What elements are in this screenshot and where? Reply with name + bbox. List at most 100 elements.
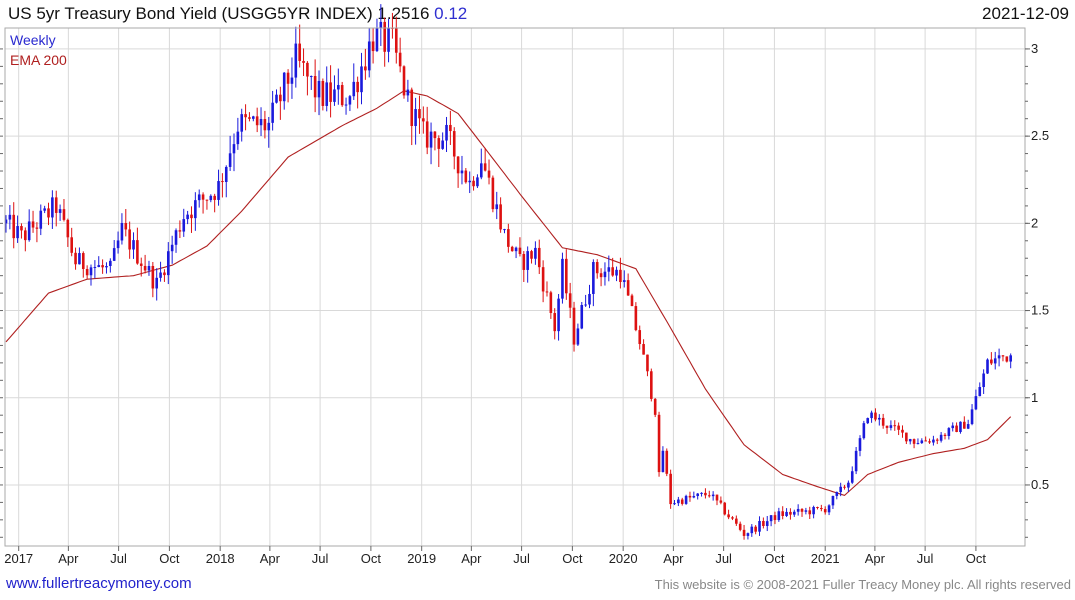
candle — [580, 301, 584, 330]
candle — [974, 389, 978, 411]
candle-body — [194, 200, 197, 219]
candle-body — [646, 354, 649, 372]
candle — [58, 204, 62, 221]
candle — [487, 159, 491, 185]
candle — [139, 257, 143, 277]
candle-body — [638, 330, 642, 345]
candle-body — [758, 520, 761, 532]
candle-body — [495, 204, 499, 210]
candle — [746, 532, 750, 540]
candle — [831, 495, 835, 509]
candle-body — [367, 41, 371, 71]
candle-body — [993, 358, 997, 364]
candle-body — [425, 121, 429, 148]
candle — [626, 273, 630, 296]
candle-body — [12, 214, 16, 239]
candle-body — [352, 81, 356, 97]
candle-body — [731, 517, 734, 519]
candle — [901, 425, 904, 438]
candle-body — [626, 280, 630, 296]
candle — [282, 72, 286, 110]
candle — [595, 259, 599, 279]
candle-body — [951, 425, 955, 429]
candle — [422, 106, 425, 134]
candle-body — [422, 118, 425, 122]
candle — [843, 484, 846, 490]
candle-body — [460, 170, 464, 174]
candle-body — [483, 163, 487, 171]
candle — [201, 192, 205, 214]
candle — [24, 227, 27, 252]
site-link[interactable]: www.fullertreacymoney.com — [6, 575, 192, 592]
candle — [812, 505, 815, 519]
candle-body — [878, 417, 881, 420]
candle — [209, 194, 213, 203]
candle — [565, 249, 568, 300]
candle-body — [337, 85, 340, 90]
candle — [885, 425, 889, 434]
candle-body — [232, 144, 236, 154]
candle — [669, 469, 672, 509]
candle — [286, 69, 290, 103]
candle-body — [534, 247, 537, 259]
candle — [792, 509, 796, 517]
candle-body — [58, 209, 62, 213]
candle-body — [754, 526, 757, 532]
candle-body — [545, 291, 549, 293]
candle — [224, 165, 228, 198]
x-tick-label: Apr — [58, 551, 79, 566]
candle — [472, 176, 475, 191]
candle-body — [271, 102, 274, 123]
candle — [970, 404, 974, 426]
candle-body — [275, 94, 278, 103]
candle-body — [109, 260, 112, 266]
candle-body — [348, 96, 352, 105]
candle — [31, 210, 35, 233]
candle-body — [398, 52, 402, 67]
x-tick-label: Oct — [966, 551, 987, 566]
candle — [912, 438, 916, 449]
candle — [112, 240, 116, 262]
candle — [503, 228, 506, 234]
candle — [684, 494, 688, 505]
candle-body — [414, 109, 417, 127]
candle — [545, 281, 549, 297]
candle — [978, 382, 982, 397]
candle-body — [437, 138, 441, 149]
candle-body — [499, 204, 502, 230]
candle-body — [445, 124, 448, 141]
ema-line-layer — [5, 90, 1012, 497]
candle — [371, 28, 375, 64]
candle — [279, 86, 282, 120]
candle-body — [74, 252, 77, 265]
candle-body — [452, 131, 456, 157]
candle — [39, 204, 43, 236]
candle-body — [163, 272, 166, 276]
candle — [360, 52, 363, 105]
candle — [43, 205, 46, 214]
candle — [190, 206, 193, 233]
candle-body — [568, 293, 572, 308]
candle — [186, 210, 189, 225]
candle — [1005, 356, 1009, 363]
candle-body — [143, 265, 147, 271]
candle — [85, 265, 89, 279]
candle — [568, 282, 572, 319]
candle — [182, 208, 186, 237]
candle — [878, 414, 881, 426]
candle-body — [286, 72, 290, 84]
candle — [495, 191, 499, 220]
candle-body — [711, 494, 715, 497]
candle-body — [908, 439, 912, 442]
candle-body — [240, 114, 244, 132]
candle — [132, 232, 135, 259]
candle-body — [116, 240, 120, 249]
candle-body — [661, 450, 665, 473]
candle-body — [974, 396, 978, 410]
candle-body — [843, 486, 846, 488]
candle — [136, 227, 139, 265]
x-tick-label: Jul — [513, 551, 530, 566]
candle-body — [47, 208, 50, 218]
candle — [236, 117, 240, 150]
candle — [321, 78, 325, 111]
